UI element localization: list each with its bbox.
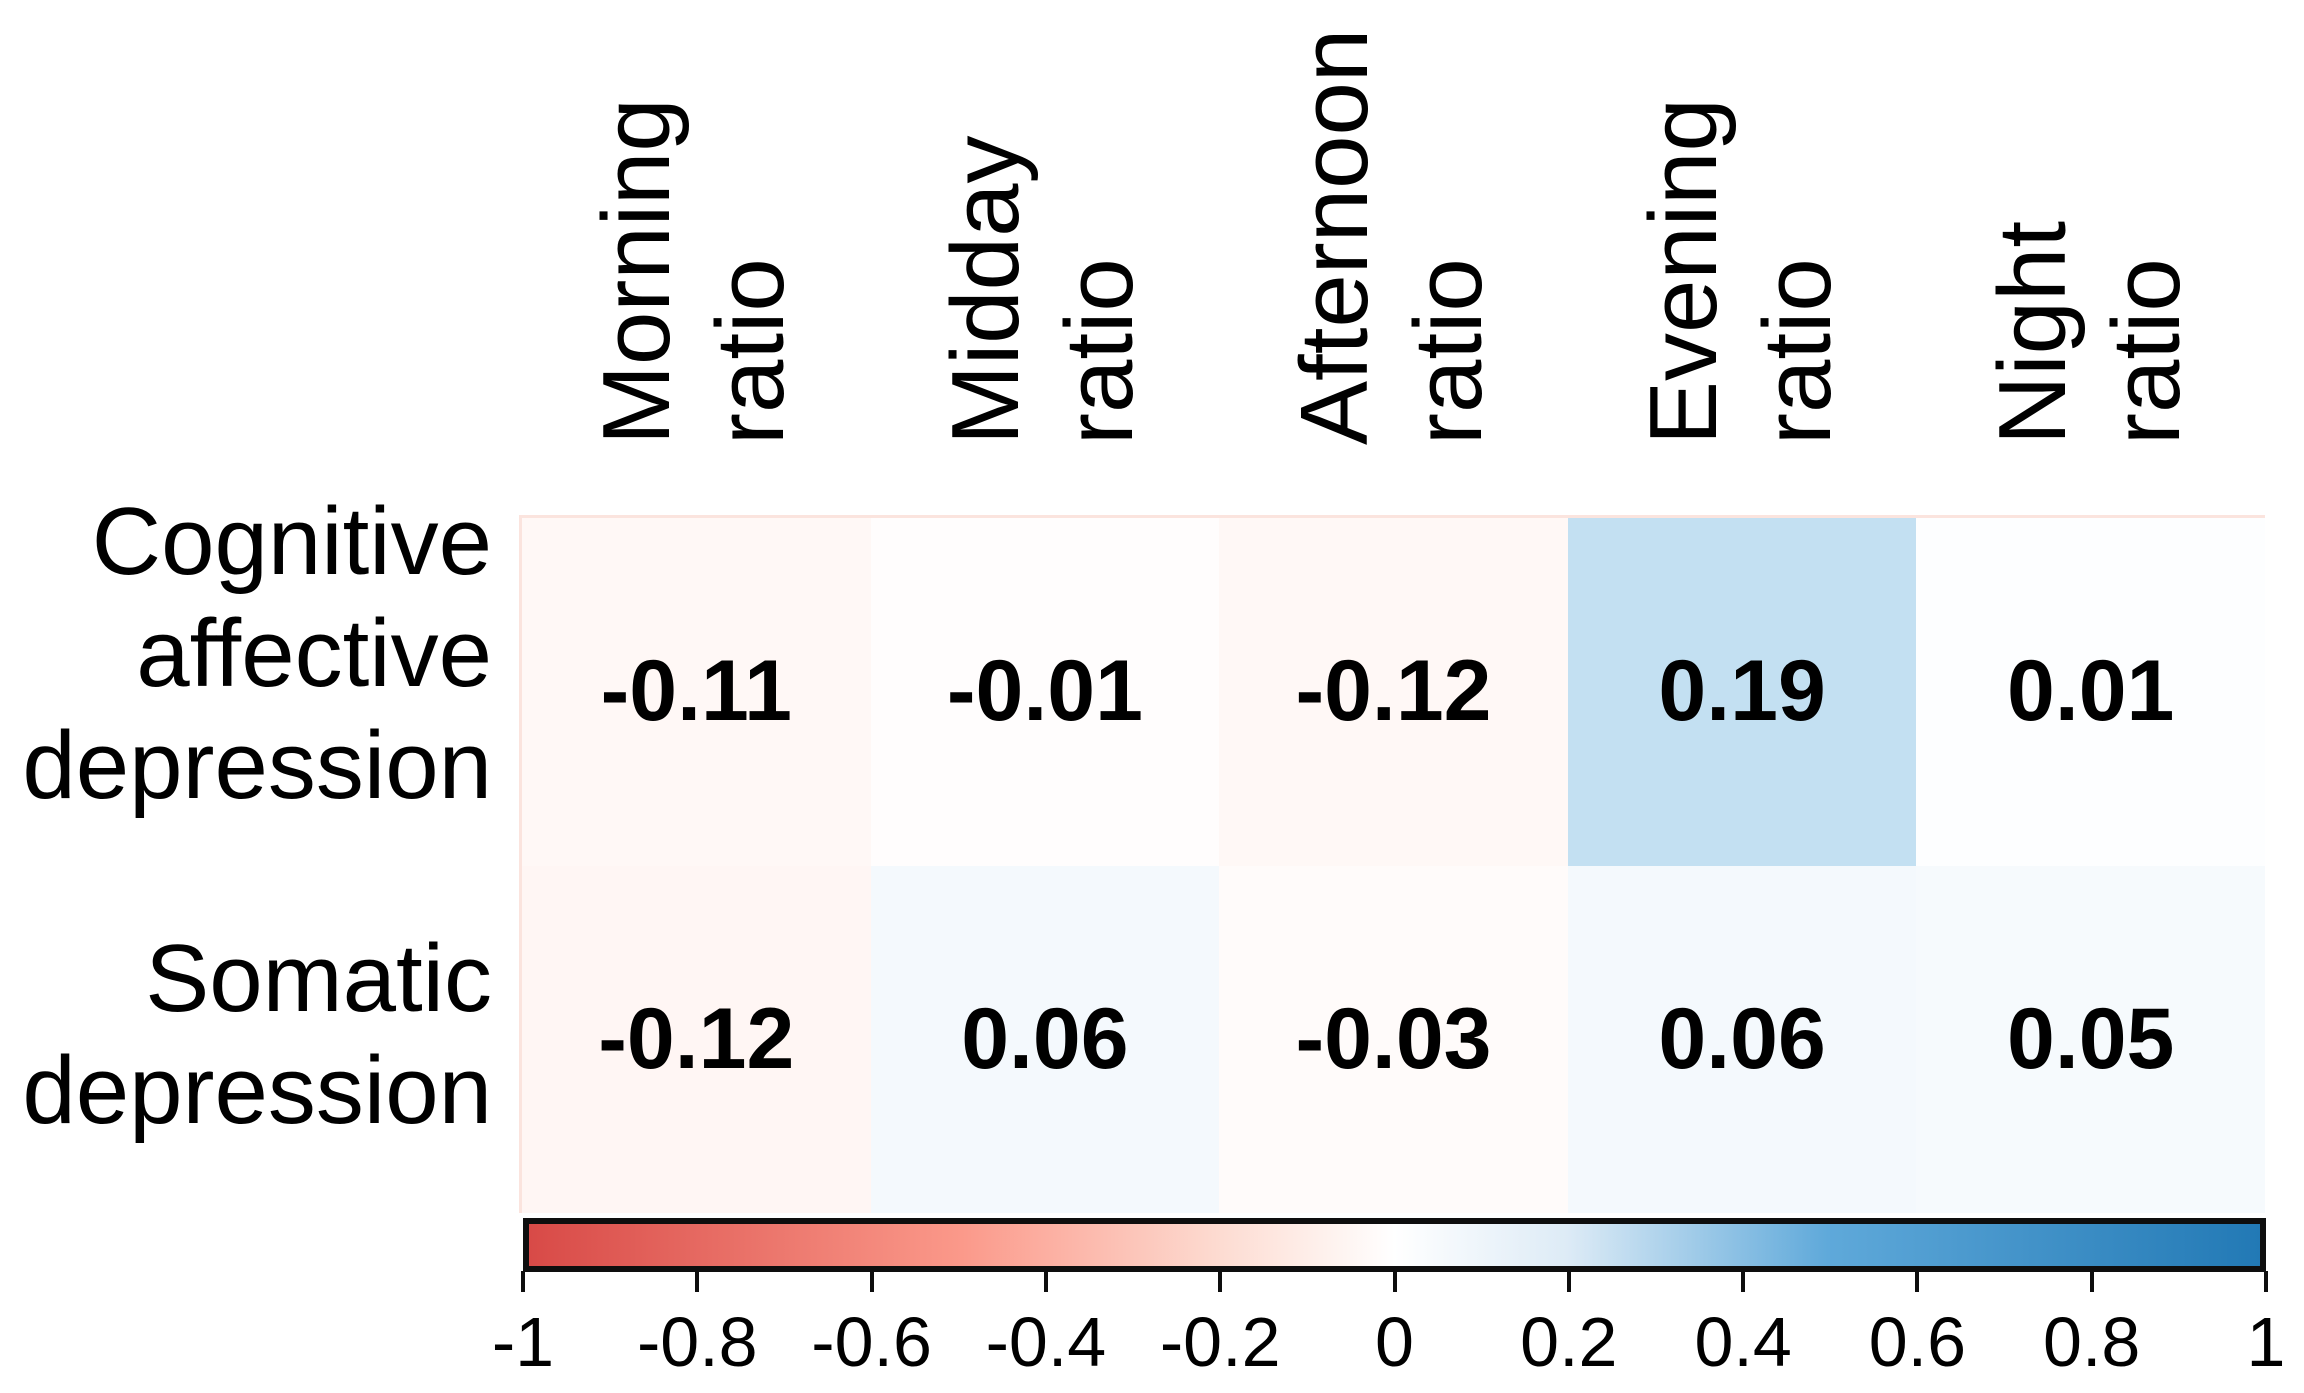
colorbar-tick-label: 0 [1375, 1303, 1414, 1381]
colorbar-tick-label: 0.8 [2043, 1303, 2141, 1381]
colorbar-tick-label: 1 [2246, 1303, 2286, 1381]
colorbar-tick [1741, 1271, 1746, 1292]
heatmap-cell: 0.05 [1916, 865, 2265, 1213]
column-header-evening: Evening ratio [1566, 0, 1915, 460]
colorbar-tick [1915, 1271, 1920, 1292]
colorbar-tick-label: 0.6 [1868, 1303, 1967, 1381]
colorbar-tick [521, 1271, 525, 1292]
heatmap-cell: 0.06 [870, 865, 1220, 1213]
row-label-cognitive-affective-depression: Cognitive affective depression [22, 488, 492, 819]
heatmap-cell: -0.12 [1219, 518, 1568, 866]
heatmap-cell: -0.03 [1219, 865, 1568, 1213]
colorbar-gradient [523, 1218, 2266, 1272]
colorbar-tick [1392, 1271, 1397, 1292]
heatmap-cell: -0.12 [522, 865, 871, 1213]
heatmap-cell: 0.06 [1567, 865, 1917, 1213]
colorbar-tick [695, 1271, 700, 1292]
colorbar-tick [2089, 1271, 2094, 1292]
colorbar-tick-labels: -1 -0.8 -0.6 -0.4 -0.2 0 0.2 0.4 0.6 0.8… [492, 1300, 2286, 1390]
colorbar-tick-label: -0.8 [636, 1303, 758, 1381]
colorbar-tick [1043, 1271, 1048, 1292]
column-header-afternoon: Afternoon ratio [1217, 0, 1566, 460]
colorbar-ticks [521, 1271, 2268, 1292]
colorbar-tick-label: -0.6 [811, 1303, 932, 1381]
colorbar-tick [1566, 1271, 1571, 1292]
column-header-label: Night ratio [1978, 220, 2200, 445]
column-header-night: Night ratio [1915, 0, 2264, 460]
colorbar-tick [2264, 1271, 2268, 1292]
heatmap-cell-highlighted: 0.19 [1567, 518, 1917, 866]
column-header-morning: Morning ratio [519, 0, 868, 460]
column-header-label: Midday ratio [931, 135, 1153, 445]
row-label-somatic-depression: Somatic depression [22, 925, 492, 1144]
colorbar-tick-label: -0.2 [1159, 1303, 1281, 1381]
column-header-midday: Midday ratio [868, 0, 1217, 460]
colorbar-tick-label: -1 [491, 1303, 555, 1381]
colorbar-tick [869, 1271, 874, 1292]
heatmap-cell: -0.01 [870, 518, 1220, 866]
column-header-label: Evening ratio [1629, 98, 1851, 445]
column-header-label: Morning ratio [582, 98, 804, 445]
colorbar-tick-label: 0.4 [1694, 1303, 1792, 1381]
heatmap-cell: -0.11 [522, 518, 871, 866]
colorbar-tick-label: 0.2 [1520, 1303, 1618, 1381]
colorbar-tick-label: -0.4 [985, 1303, 1107, 1381]
heatmap-cell: 0.01 [1916, 518, 2265, 866]
heatmap-grid: -0.11 -0.01 -0.12 0.19 0.01 -0.12 0.06 -… [519, 515, 2265, 1213]
colorbar-tick [1218, 1271, 1223, 1292]
column-header-label: Afternoon ratio [1280, 28, 1502, 445]
